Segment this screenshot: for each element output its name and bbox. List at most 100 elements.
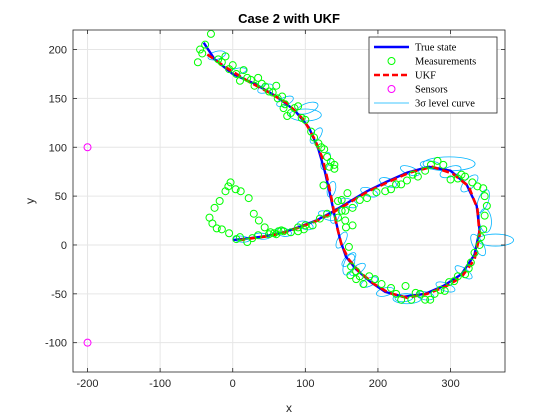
measurement-point [193, 58, 202, 67]
sensor-point [83, 143, 92, 152]
measurement-point [281, 100, 290, 109]
measurement-point [205, 213, 214, 222]
measurement-point [330, 164, 339, 173]
measurement-point [250, 81, 259, 90]
measurement-point [217, 225, 226, 234]
measurement-point [268, 88, 277, 97]
level-curve-ellipse [379, 177, 398, 188]
measurement-point [446, 175, 455, 184]
measurement-point [480, 211, 489, 220]
legend-label-true-state: True state [415, 43, 457, 54]
measurement-point [363, 194, 372, 203]
tick-labels: -200 -100 0 100 200 300 -100 -50 0 50 100 150 200 [45, 45, 460, 390]
measurement-point [273, 94, 282, 103]
measurement-point [334, 197, 343, 205]
measurement-point [436, 285, 445, 294]
measurement-point [408, 170, 417, 179]
measurement-point [201, 40, 210, 49]
measurement-point [392, 289, 401, 298]
x-axis-label: x [286, 401, 292, 415]
measurement-point [294, 227, 303, 236]
measurement-point [426, 160, 435, 169]
x-tick-label: 0 [230, 378, 236, 390]
y-tick-label: -100 [45, 338, 67, 350]
level-curve-ellipse [335, 231, 348, 249]
legend: True state Measurements UKF Sensors 3σ level… [368, 36, 498, 114]
y-tick-label: 150 [49, 93, 67, 105]
measurement-point [387, 185, 396, 194]
measurement-point [265, 230, 274, 239]
sensor-point [83, 338, 92, 347]
measurement-point [215, 197, 224, 205]
measurement-point [381, 187, 390, 196]
measurement-point [387, 283, 396, 292]
measurement-point [401, 282, 410, 291]
x-tick-label: 200 [369, 378, 387, 390]
measurement-point [352, 275, 361, 284]
measurement-point [371, 275, 380, 284]
measurement-point [232, 69, 241, 78]
measurement-point [196, 45, 205, 54]
measurement-point [344, 242, 353, 251]
measurement-point [254, 73, 263, 82]
measurement-point [320, 145, 329, 154]
level-curve-ellipse [297, 220, 314, 231]
level-curve-ellipse [288, 108, 322, 122]
measurement-point [407, 295, 416, 304]
measurement-point [301, 221, 310, 230]
measurement-point [225, 229, 234, 238]
measurement-points [193, 29, 491, 304]
measurement-point [277, 226, 286, 235]
measurement-point [430, 289, 439, 298]
measurement-point [355, 196, 364, 205]
measurement-point [243, 238, 252, 247]
measurement-point [475, 240, 484, 249]
legend-swatch-sensors [387, 85, 396, 93]
legend-label-level-curve: 3σ level curve [415, 99, 475, 110]
measurement-point [319, 181, 328, 190]
y-tick-label: 100 [49, 142, 67, 154]
measurement-point [482, 201, 491, 210]
measurement-point [232, 235, 241, 244]
measurement-point [266, 228, 275, 237]
measurement-point [359, 280, 368, 289]
measurement-point [224, 182, 233, 191]
measurement-point [461, 270, 470, 279]
measurement-point [477, 233, 486, 242]
measurement-point [421, 166, 430, 175]
measurement-point [377, 280, 386, 289]
x-tick-label: 300 [441, 378, 459, 390]
measurement-point [244, 194, 253, 203]
measurement-point [239, 66, 248, 75]
legend-swatch-measurements [387, 57, 396, 65]
measurement-point [468, 178, 477, 187]
measurement-point [411, 288, 420, 297]
measurement-point [301, 115, 310, 124]
measurement-point [323, 209, 332, 218]
measurement-point [397, 180, 406, 189]
measurement-point [453, 272, 462, 281]
measurement-point [294, 223, 303, 232]
measurement-point [341, 206, 350, 215]
measurement-point [470, 248, 479, 257]
y-tick-label: -50 [51, 289, 67, 301]
measurement-point [206, 29, 215, 38]
measurement-point [221, 52, 230, 61]
measurement-point [217, 58, 226, 67]
measurement-point [248, 234, 257, 243]
measurement-point [473, 182, 482, 191]
measurement-point [402, 176, 411, 185]
measurement-point [397, 295, 406, 304]
measurement-point [466, 258, 475, 267]
measurement-point [228, 61, 237, 70]
measurement-point [235, 76, 244, 85]
chart-title: Case 2 with UKF [238, 11, 340, 26]
x-tick-label: -100 [149, 378, 171, 390]
level-curve-ellipse [392, 293, 422, 305]
measurement-point [310, 133, 319, 142]
measurement-point [236, 187, 245, 196]
measurement-point [479, 225, 488, 234]
level-curve-ellipse [339, 197, 358, 209]
level-curve-ellipse [399, 165, 420, 177]
